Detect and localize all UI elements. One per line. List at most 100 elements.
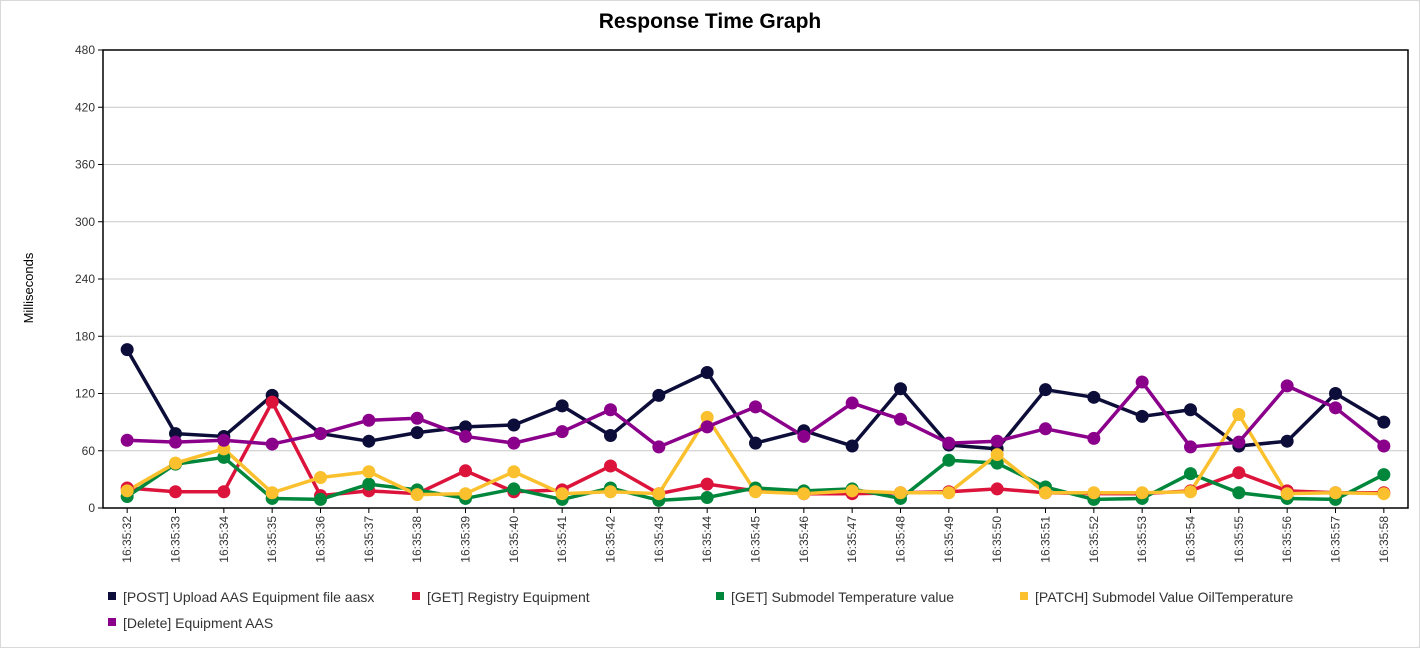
y-tick-label: 360 <box>75 158 95 172</box>
chart-title: Response Time Graph <box>599 10 822 33</box>
data-point <box>990 434 1004 448</box>
data-point <box>362 434 376 448</box>
data-point <box>555 425 569 439</box>
data-point <box>894 382 907 396</box>
data-point <box>265 395 279 409</box>
data-point <box>1039 383 1052 397</box>
y-tick-label: 300 <box>75 215 95 229</box>
data-point <box>845 484 859 498</box>
x-tick-label: 16:35:43 <box>652 516 666 563</box>
data-point <box>942 486 956 500</box>
x-tick-label: 16:35:37 <box>362 516 376 563</box>
data-point <box>555 399 569 413</box>
data-point <box>169 456 182 470</box>
data-point <box>749 485 762 499</box>
data-point <box>1184 403 1197 417</box>
data-point <box>410 426 424 440</box>
legend-label: [PATCH] Submodel Value OilTemperature <box>1035 589 1294 605</box>
data-point <box>169 435 182 449</box>
x-tick-label: 16:35:39 <box>459 516 473 563</box>
data-point <box>1377 468 1391 482</box>
data-point <box>990 482 1004 496</box>
x-tick-label: 16:35:40 <box>507 516 521 563</box>
data-point <box>990 448 1004 462</box>
data-point <box>845 439 859 453</box>
data-point <box>362 465 376 479</box>
y-tick-label: 0 <box>88 501 95 515</box>
data-point <box>604 459 617 473</box>
x-tick-label: 16:35:47 <box>845 516 859 563</box>
x-tick-label: 16:35:35 <box>265 516 279 563</box>
data-point <box>1039 486 1052 500</box>
x-tick-label: 16:35:53 <box>1135 516 1149 563</box>
data-point <box>652 440 666 454</box>
x-tick-label: 16:35:49 <box>942 516 956 563</box>
x-tick-label: 16:35:57 <box>1329 516 1343 563</box>
data-point <box>1135 375 1149 389</box>
data-point <box>1184 485 1197 499</box>
y-tick-label: 420 <box>75 100 95 114</box>
data-point <box>507 418 521 432</box>
data-point <box>1280 379 1294 393</box>
data-point <box>459 429 472 443</box>
data-point <box>314 470 327 484</box>
data-point <box>169 485 182 499</box>
legend-label: [POST] Upload AAS Equipment file aasx <box>123 589 374 605</box>
x-tick-label: 16:35:48 <box>894 516 908 563</box>
x-tick-label: 16:35:44 <box>700 516 714 563</box>
x-tick-label: 16:35:58 <box>1377 516 1391 563</box>
data-point <box>410 488 424 502</box>
data-point <box>217 433 231 447</box>
data-point <box>1232 486 1246 500</box>
y-tick-label: 240 <box>75 272 95 286</box>
data-point <box>1087 486 1101 500</box>
data-point <box>604 403 617 417</box>
data-point <box>1184 467 1197 481</box>
data-point <box>265 486 279 500</box>
data-point <box>604 485 617 499</box>
grid-lines <box>103 106 1408 452</box>
data-point <box>1329 486 1342 500</box>
y-tick-label: 180 <box>75 329 95 343</box>
axes: 0 60 120 180 240 300 360 420 480 16:35:32 16:35:33… <box>75 43 1409 563</box>
data-point <box>1039 422 1052 436</box>
y-tick-label: 120 <box>75 387 95 401</box>
data-point <box>845 396 859 410</box>
data-point <box>1087 431 1101 445</box>
data-point <box>942 453 956 467</box>
data-point <box>942 436 956 450</box>
data-point <box>894 412 907 426</box>
x-tick-label: 16:35:33 <box>169 516 183 563</box>
data-point <box>459 487 472 501</box>
data-point <box>314 427 327 441</box>
data-point <box>700 410 714 424</box>
data-point <box>507 436 521 450</box>
data-point <box>265 437 279 451</box>
data-point <box>700 491 714 505</box>
data-point <box>652 388 666 402</box>
data-point <box>1377 439 1391 453</box>
data-point <box>362 477 376 491</box>
data-point <box>749 436 762 450</box>
x-tick-label: 16:35:46 <box>797 516 811 563</box>
x-tick-label: 16:35:50 <box>990 516 1004 563</box>
data-point <box>507 465 521 479</box>
y-tick-label: 480 <box>75 43 95 57</box>
x-tick-label: 16:35:34 <box>217 516 231 563</box>
x-tick-label: 16:35:32 <box>120 516 134 563</box>
x-tick-label: 16:35:52 <box>1087 516 1101 563</box>
x-tick-label: 16:35:36 <box>314 516 328 563</box>
legend-swatch <box>1020 592 1028 600</box>
data-point <box>1329 387 1342 400</box>
data-point <box>1232 435 1246 449</box>
data-point <box>749 400 762 414</box>
data-point <box>1087 390 1101 404</box>
data-point <box>217 485 231 499</box>
data-point <box>120 484 134 498</box>
data-point <box>797 429 811 443</box>
data-point <box>459 420 472 434</box>
legend-swatch <box>108 592 116 600</box>
data-point <box>894 486 907 500</box>
